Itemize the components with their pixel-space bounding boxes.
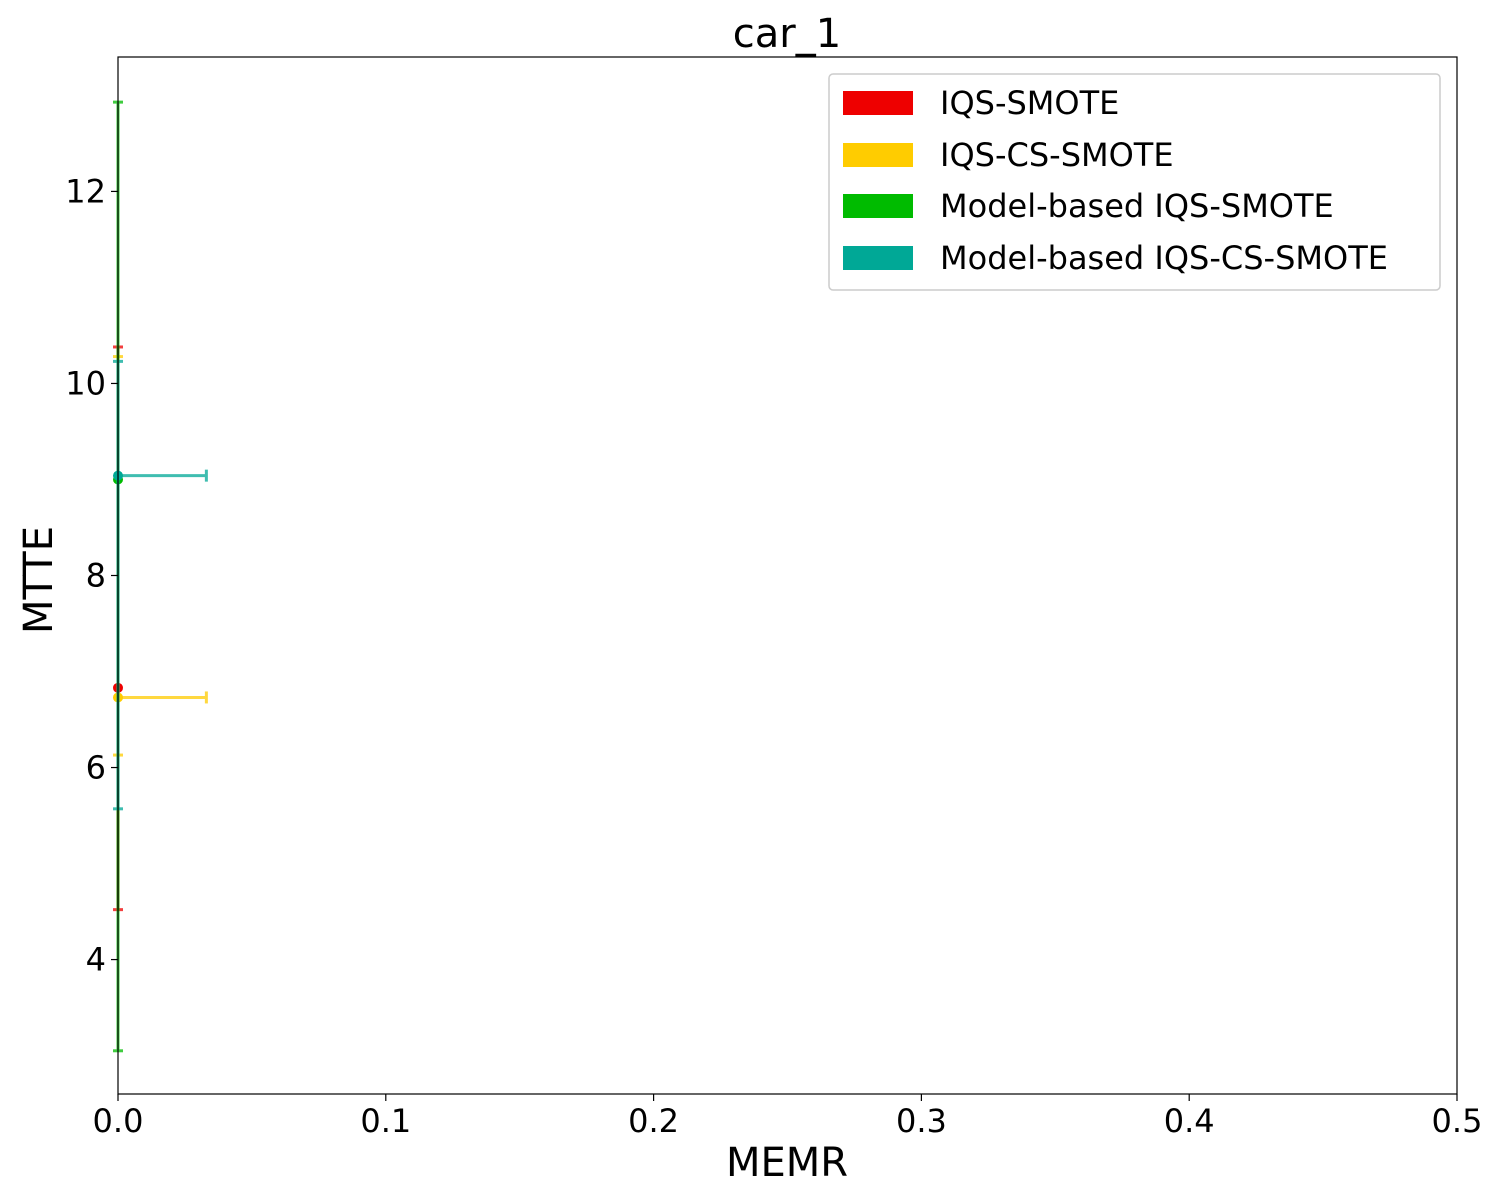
y-tick-label: 8 <box>86 557 106 595</box>
x-tick-label: 0.2 <box>628 1102 679 1140</box>
legend-label: Model-based IQS-SMOTE <box>940 187 1334 225</box>
legend-swatch <box>843 143 913 167</box>
y-tick-label: 6 <box>86 749 106 787</box>
x-tick-label: 0.1 <box>360 1102 411 1140</box>
legend-swatch <box>843 91 913 115</box>
x-axis-title: MEMR <box>726 1140 848 1186</box>
y-tick-label: 10 <box>65 364 106 402</box>
legend-swatch <box>843 246 913 270</box>
y-tick-label: 12 <box>65 172 106 210</box>
legend-box <box>828 73 1441 291</box>
y-axis-title: MTTE <box>16 526 62 634</box>
y-axis-ticks: 4 6 8 10 12 <box>65 172 118 979</box>
legend-label: IQS-SMOTE <box>940 84 1119 122</box>
x-tick-label: 0.0 <box>93 1102 144 1140</box>
x-tick-label: 0.4 <box>1164 1102 1215 1140</box>
legend-label: Model-based IQS-CS-SMOTE <box>940 239 1388 277</box>
legend-swatch <box>843 194 913 218</box>
x-axis-ticks: 0.0 0.1 0.2 0.3 0.4 0.5 <box>93 1094 1483 1140</box>
legend-label: IQS-CS-SMOTE <box>940 136 1174 174</box>
x-tick-label: 0.5 <box>1432 1102 1483 1140</box>
chart-title: car_1 <box>733 11 841 57</box>
y-tick-label: 4 <box>86 941 106 979</box>
x-tick-label: 0.3 <box>896 1102 947 1140</box>
legend: IQS-SMOTE IQS-CS-SMOTE Model-based IQS-S… <box>828 73 1441 291</box>
